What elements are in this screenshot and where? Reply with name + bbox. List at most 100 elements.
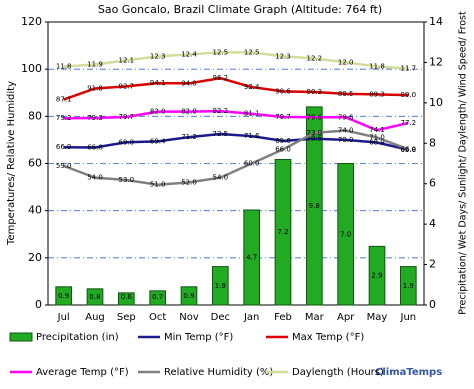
point-label: 72.5 <box>213 130 229 138</box>
point-label: 79.2 <box>56 114 72 122</box>
point-label: 66.8 <box>87 143 103 151</box>
bar-label: 0.9 <box>58 292 69 300</box>
point-label: 59.0 <box>56 162 72 170</box>
line <box>63 109 409 132</box>
bar-label: 4.7 <box>246 253 257 261</box>
point-label: 65.8 <box>401 146 417 154</box>
point-label: 12.2 <box>307 54 323 62</box>
x-tick-label: Nov <box>179 312 199 323</box>
legend-label: Average Temp (°F) <box>36 367 129 378</box>
point-label: 89.0 <box>401 91 417 99</box>
legend-swatch <box>9 332 33 342</box>
point-label: 60.0 <box>244 160 260 168</box>
y-tick-label: 100 <box>21 62 42 75</box>
bar <box>306 106 323 306</box>
point-label: 12.4 <box>181 50 197 58</box>
bar <box>180 286 198 306</box>
y2-tick-label: 8 <box>429 136 436 149</box>
y2-tick-label: 12 <box>429 55 443 68</box>
bar-label: 0.8 <box>89 293 100 301</box>
point-label: 51.0 <box>150 181 166 189</box>
y2-tick-label: 6 <box>429 177 436 190</box>
bar <box>118 292 135 306</box>
point-label: 12.1 <box>119 56 135 64</box>
x-tick-label: May <box>367 312 388 323</box>
point-label: 69.4 <box>150 137 166 145</box>
y2-tick-label: 0 <box>429 298 436 311</box>
point-label: 70.0 <box>338 136 354 144</box>
line <box>63 51 409 70</box>
point-label: 89.3 <box>369 90 385 98</box>
plot-frame <box>47 21 425 306</box>
legend-label: Min Temp (°F) <box>164 332 233 343</box>
bar-label: 0.9 <box>183 292 194 300</box>
point-label: 11.9 <box>87 60 103 68</box>
point-label: 69.0 <box>119 138 135 146</box>
point-label: 79.7 <box>275 113 291 121</box>
point-label: 68.9 <box>369 139 385 147</box>
bar-label: 1.9 <box>403 282 414 290</box>
bar <box>337 163 355 306</box>
x-tick-label: Jan <box>243 312 259 323</box>
y2-tick-label: 4 <box>429 217 436 230</box>
bar <box>86 288 104 306</box>
point-label: 90.3 <box>307 88 323 96</box>
bar-label: 7.0 <box>340 230 351 238</box>
y2-tick-label: 14 <box>429 15 443 28</box>
bar-label: 0.7 <box>152 293 163 301</box>
line <box>63 129 409 186</box>
y-tick-label: 20 <box>28 251 42 264</box>
y2-tick-label: 2 <box>429 258 436 271</box>
point-label: 74.1 <box>369 126 385 134</box>
y-tick-label: 80 <box>28 109 42 122</box>
bar <box>212 266 229 306</box>
point-label: 92.7 <box>119 82 135 90</box>
point-label: 12.3 <box>275 52 291 60</box>
point-label: 71.2 <box>181 133 197 141</box>
line <box>63 76 409 101</box>
bar <box>400 266 417 306</box>
point-label: 66.0 <box>275 145 291 153</box>
point-label: 53.0 <box>119 176 135 184</box>
y2-tick-label: 10 <box>429 96 443 109</box>
bar <box>274 158 292 306</box>
point-label: 82.2 <box>213 107 229 115</box>
point-label: 82.0 <box>150 108 166 116</box>
bar-label: 7.2 <box>277 228 288 236</box>
bar <box>368 245 386 306</box>
point-label: 77.2 <box>401 119 417 127</box>
point-label: 69.6 <box>275 137 291 145</box>
point-label: 92.4 <box>244 83 260 91</box>
point-label: 54.0 <box>87 174 103 182</box>
y-tick-label: 0 <box>35 298 42 311</box>
point-label: 12.5 <box>244 48 260 56</box>
y-tick-label: 40 <box>28 204 42 217</box>
legend-label: Daylength (Hours) <box>292 367 384 378</box>
point-label: 11.7 <box>401 64 417 72</box>
point-label: 96.2 <box>213 74 229 82</box>
point-label: 70.5 <box>307 135 323 143</box>
x-tick-label: Feb <box>274 312 292 323</box>
point-label: 54.0 <box>213 174 229 182</box>
y2-axis-title: Precipitation/ Wet Days/ Sunlight/ Dayle… <box>458 11 469 315</box>
bar <box>243 209 260 306</box>
point-label: 74.0 <box>338 126 354 134</box>
point-label: 91.8 <box>87 85 103 93</box>
point-label: 71.0 <box>369 134 385 142</box>
point-label: 79.3 <box>87 114 103 122</box>
bar <box>149 290 166 306</box>
point-label: 11.8 <box>56 62 72 70</box>
legend-label: Precipitation (in) <box>36 332 119 343</box>
point-label: 94.1 <box>150 79 166 87</box>
x-tick-label: Aug <box>85 312 105 323</box>
bar-label: 9.8 <box>309 202 320 210</box>
point-label: 12.5 <box>213 48 229 56</box>
point-label: 90.6 <box>275 87 291 95</box>
point-label: 66.0 <box>401 145 417 153</box>
bar <box>55 286 72 306</box>
x-tick-label: Jun <box>400 312 417 323</box>
point-label: 79.7 <box>119 113 135 121</box>
x-tick-label: Dec <box>211 312 230 323</box>
point-label: 71.6 <box>244 132 260 140</box>
